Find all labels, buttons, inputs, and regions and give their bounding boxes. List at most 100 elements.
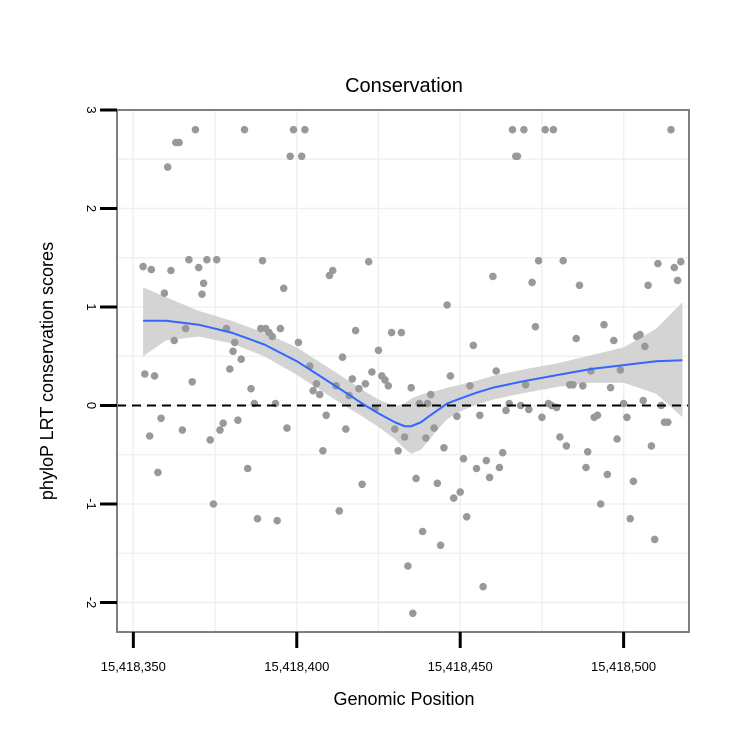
confidence-band <box>143 287 683 454</box>
data-point <box>556 433 564 441</box>
x-tick-label: 15,418,500 <box>591 659 656 674</box>
data-point <box>495 463 504 472</box>
data-point <box>449 494 458 502</box>
data-point <box>368 368 376 376</box>
data-point <box>384 382 393 390</box>
data-point <box>593 411 602 420</box>
data-point <box>286 152 295 161</box>
data-point <box>294 338 303 347</box>
x-tick-label: 15,418,450 <box>428 659 493 674</box>
data-point <box>335 507 344 515</box>
data-point <box>549 125 558 134</box>
data-point <box>139 262 147 271</box>
data-point <box>572 334 580 343</box>
data-point <box>673 276 682 285</box>
data-point <box>436 541 445 550</box>
data-point <box>203 255 211 264</box>
data-point <box>230 338 239 347</box>
data-point <box>626 514 634 523</box>
data-point <box>446 372 455 380</box>
data-point <box>502 406 510 415</box>
data-point <box>412 474 420 483</box>
data-point <box>198 290 206 299</box>
data-point <box>562 442 571 450</box>
data-point <box>528 278 536 287</box>
data-point <box>516 401 525 410</box>
data-point <box>619 399 628 408</box>
data-point <box>453 412 461 421</box>
data-point <box>492 367 501 375</box>
data-point <box>400 433 409 441</box>
data-point <box>404 562 412 570</box>
y-tick-label: -1 <box>84 498 99 510</box>
data-point <box>644 281 652 290</box>
data-point <box>206 436 214 444</box>
data-point <box>147 265 156 274</box>
data-point <box>364 257 373 266</box>
data-point <box>273 516 282 525</box>
data-point <box>538 413 546 422</box>
data-point <box>636 330 644 339</box>
data-point <box>531 322 540 331</box>
data-point <box>525 405 533 414</box>
data-point <box>342 425 350 433</box>
x-tick-label: 15,418,350 <box>101 659 166 674</box>
data-point <box>289 125 298 134</box>
data-point <box>575 281 584 290</box>
data-point <box>154 468 162 477</box>
data-point <box>650 535 659 544</box>
data-point <box>409 609 417 618</box>
data-point <box>391 425 399 433</box>
data-point <box>358 480 366 489</box>
data-point <box>301 125 309 134</box>
data-point <box>167 266 175 275</box>
data-point <box>569 381 577 389</box>
smooth-line <box>143 319 683 428</box>
data-point <box>482 456 491 465</box>
data-point <box>194 263 203 272</box>
data-point <box>237 355 245 364</box>
y-tick-label: -2 <box>84 597 99 609</box>
data-point <box>212 255 221 264</box>
data-point <box>374 346 383 355</box>
data-point <box>229 347 237 356</box>
data-point <box>381 376 389 384</box>
data-point <box>521 381 530 389</box>
data-point <box>667 125 675 134</box>
data-point <box>185 255 193 264</box>
data-point <box>157 414 165 423</box>
data-point <box>219 419 227 428</box>
data-point <box>175 138 183 147</box>
data-point <box>456 488 465 496</box>
data-point <box>243 464 252 473</box>
data-point <box>355 384 363 393</box>
data-point <box>596 500 605 508</box>
data-point <box>258 256 267 265</box>
data-point <box>216 426 224 434</box>
data-point <box>433 479 442 488</box>
data-point <box>348 375 357 383</box>
data-point <box>443 301 451 309</box>
data-point <box>312 380 321 388</box>
data-point <box>664 418 672 427</box>
data-point <box>422 434 430 442</box>
smooth-curve <box>143 319 683 428</box>
data-point <box>485 473 494 482</box>
data-point <box>387 328 396 337</box>
data-point <box>394 447 402 455</box>
y-tick-label: 2 <box>84 205 99 212</box>
x-axis: 15,418,350 15,418,400 15,418,450 15,418,500 <box>101 632 656 674</box>
data-point <box>427 390 435 399</box>
data-point <box>513 152 522 161</box>
data-point <box>670 263 679 272</box>
data-point <box>181 324 190 333</box>
data-point <box>315 390 324 399</box>
data-point <box>276 324 285 333</box>
data-point <box>623 413 631 422</box>
data-point <box>160 289 169 298</box>
data-point <box>234 416 242 425</box>
plot-frame <box>116 109 690 633</box>
data-point <box>418 527 427 536</box>
data-point <box>479 582 487 591</box>
data-point <box>613 435 621 443</box>
